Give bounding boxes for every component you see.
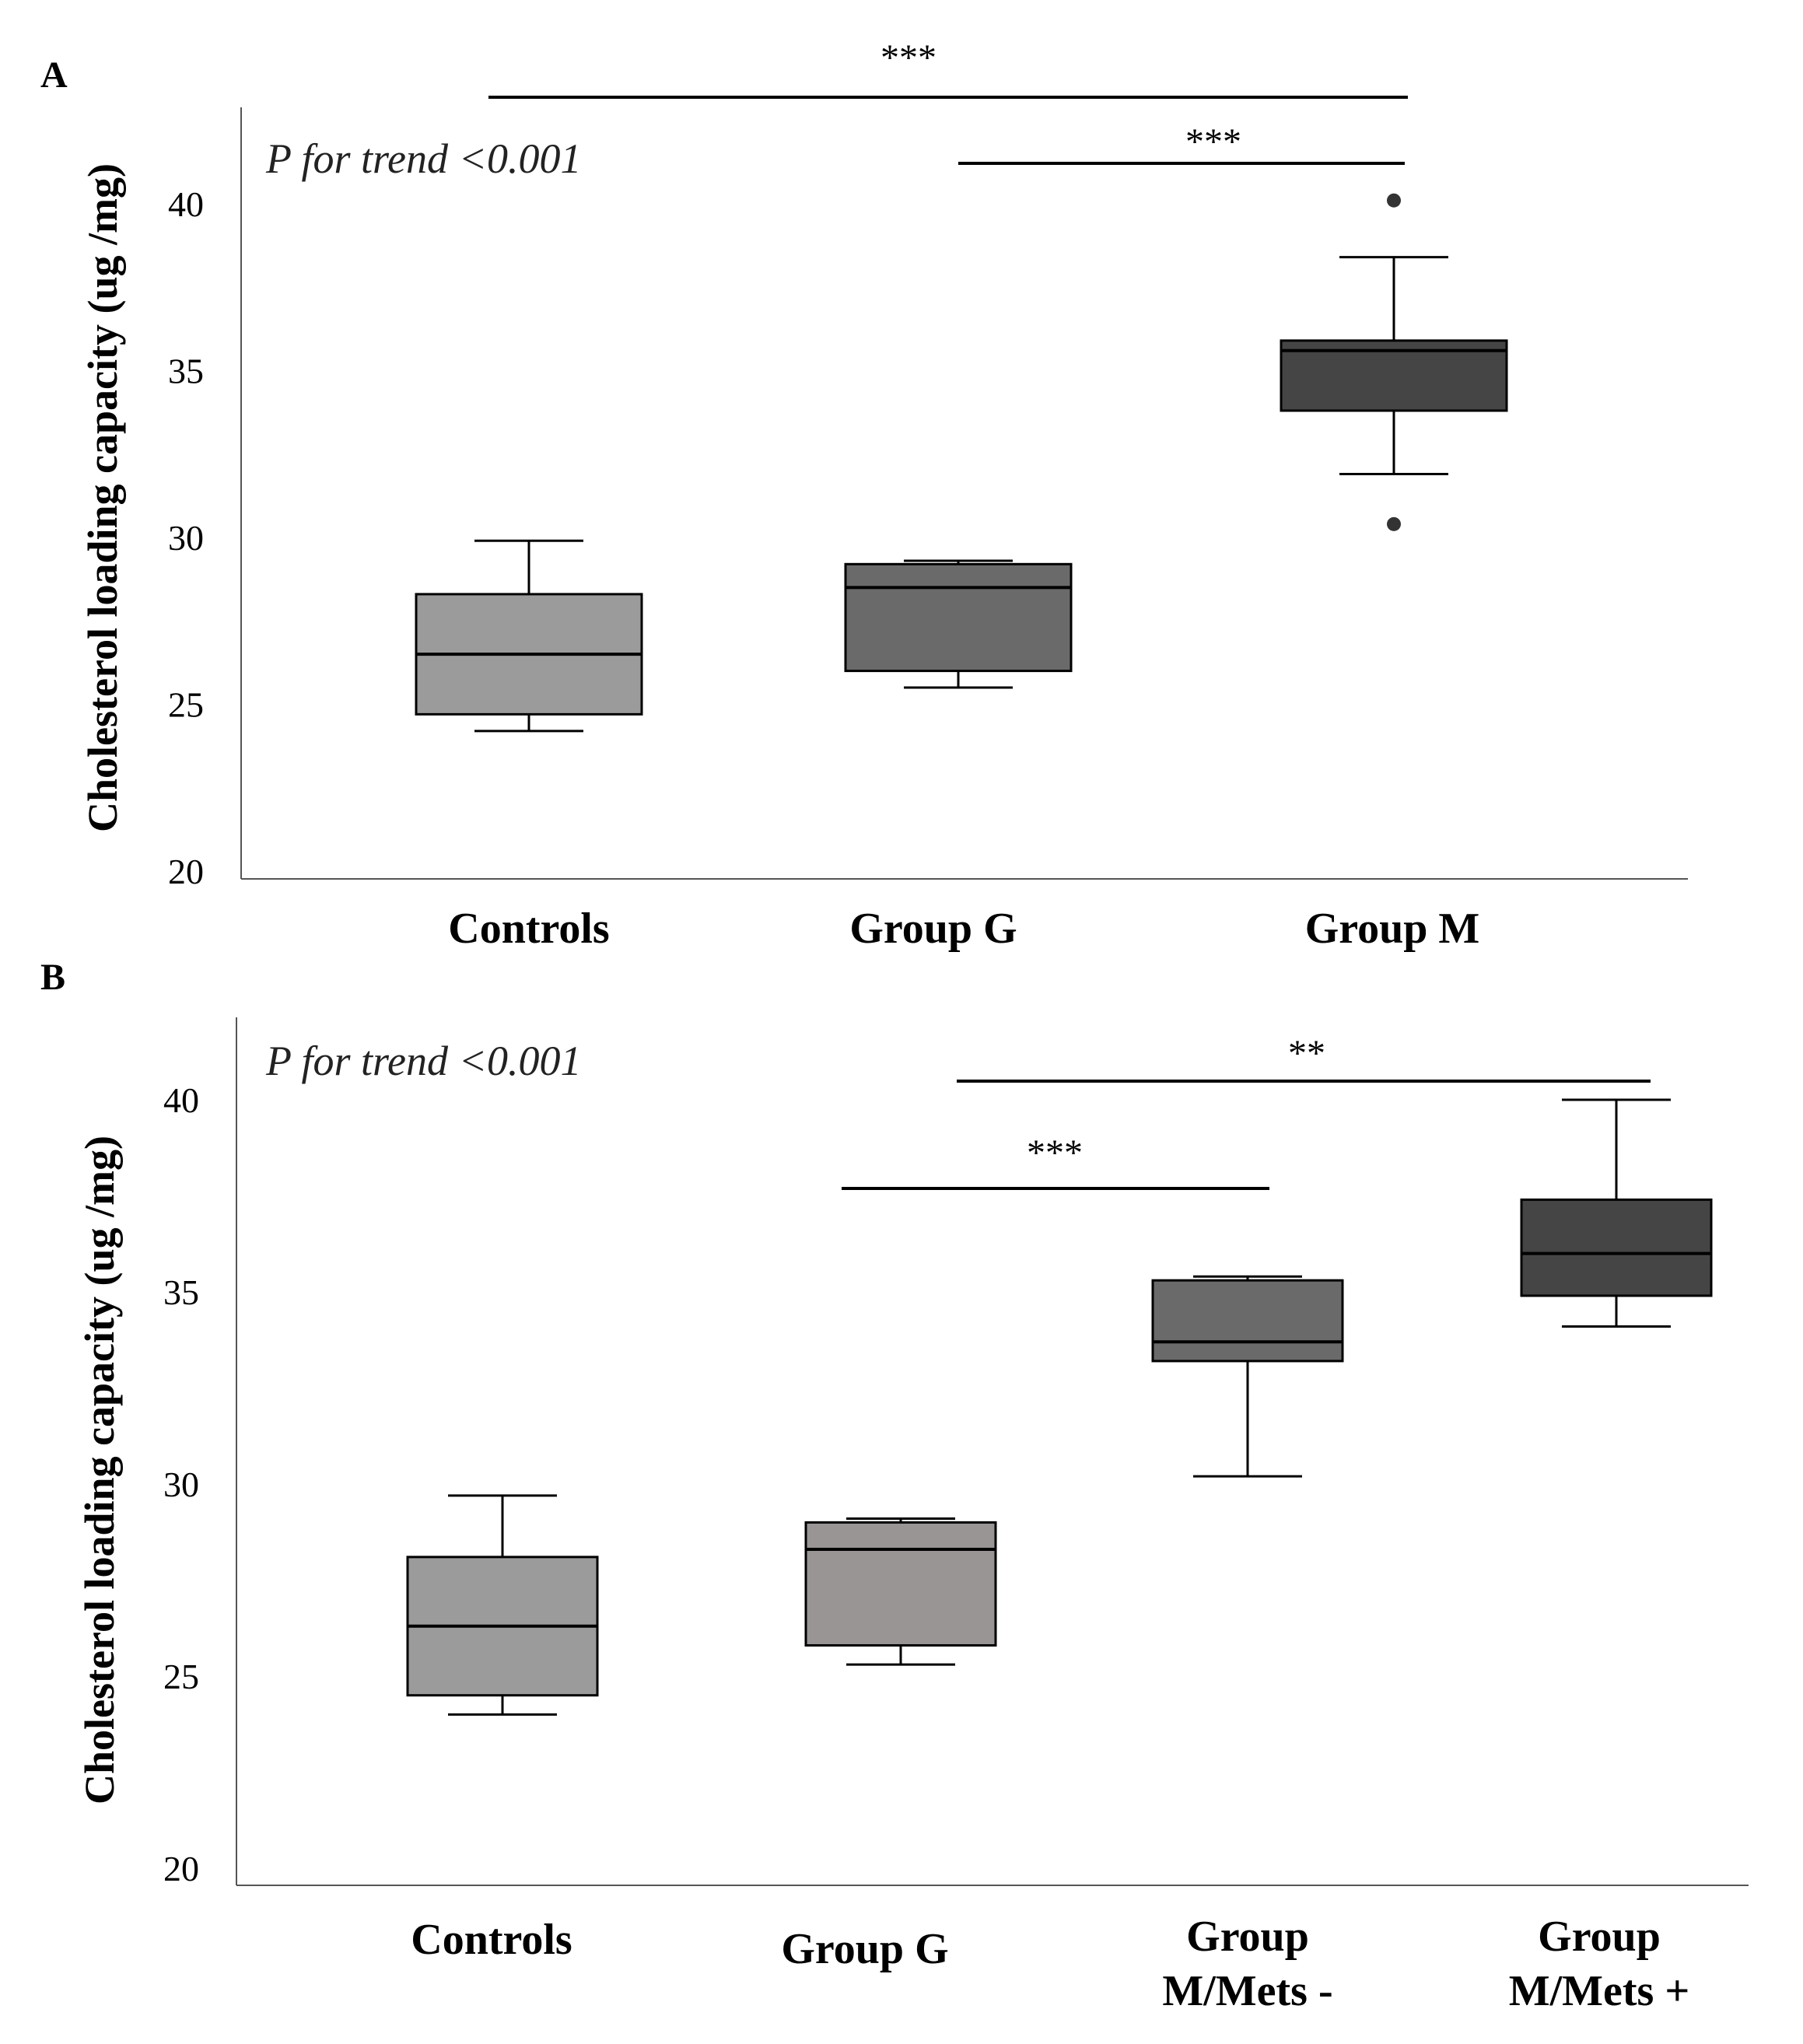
y-tick-label: 40 (163, 1080, 199, 1120)
significance-label: *** (1027, 1132, 1083, 1174)
panel-a: A P for trend <0.001 Cholesterol loading… (40, 37, 1688, 953)
x-category-label: Group G (781, 1925, 948, 1973)
y-tick-label: 30 (163, 1465, 199, 1504)
box-iqr (1280, 339, 1508, 412)
y-tick-label: 20 (163, 1849, 199, 1888)
significance-label: *** (1185, 121, 1241, 163)
y-tick-label: 25 (168, 685, 204, 725)
box-series-a (415, 193, 1508, 733)
significance-label: ** (1288, 1033, 1325, 1074)
x-category-label: M/Mets - (1162, 1967, 1332, 2015)
y-tick-label: 30 (168, 518, 204, 558)
outlier-point (1387, 193, 1401, 208)
trend-annotation-b: P for trend <0.001 (265, 1038, 581, 1084)
box-iqr (844, 562, 1073, 673)
box-plot (1151, 1275, 1344, 1478)
y-tick-label: 40 (168, 184, 204, 224)
y-axis-label-a: Cholesterol loading capacity (ug /mg) (79, 163, 126, 832)
x-category-label: Controls (448, 905, 609, 953)
box-plot (1280, 193, 1508, 531)
box-plot (415, 539, 643, 733)
box-series-b (406, 1098, 1713, 1716)
y-tick-label: 35 (163, 1272, 199, 1312)
box-plot (1520, 1098, 1713, 1328)
y-tick-label: 25 (163, 1657, 199, 1696)
x-category-label: Group (1186, 1913, 1309, 1961)
box-iqr (804, 1521, 997, 1647)
outlier-point (1387, 516, 1401, 531)
x-category-label: Group G (849, 905, 1017, 953)
box-iqr (1151, 1279, 1344, 1363)
x-category-label: M/Mets + (1509, 1967, 1689, 2015)
box-plot (804, 1517, 997, 1666)
box-iqr (1520, 1198, 1713, 1297)
y-tick-label: 35 (168, 352, 204, 391)
x-category-label: Group M (1305, 905, 1480, 953)
panel-label-a: A (40, 54, 68, 96)
x-category-label: Group (1538, 1913, 1661, 1961)
trend-annotation-a: P for trend <0.001 (265, 135, 581, 182)
panel-b: B P for trend <0.001 Cholesterol loading… (40, 957, 1749, 2015)
x-category-label: Controls (411, 1916, 572, 1964)
y-axis-label-b: Cholesterol loading capacity (ug /mg) (76, 1136, 123, 1804)
significance-label: *** (880, 37, 937, 79)
y-tick-label: 20 (168, 852, 204, 891)
box-plot (406, 1494, 599, 1716)
panel-label-b: B (40, 957, 65, 998)
box-plot (844, 559, 1073, 689)
